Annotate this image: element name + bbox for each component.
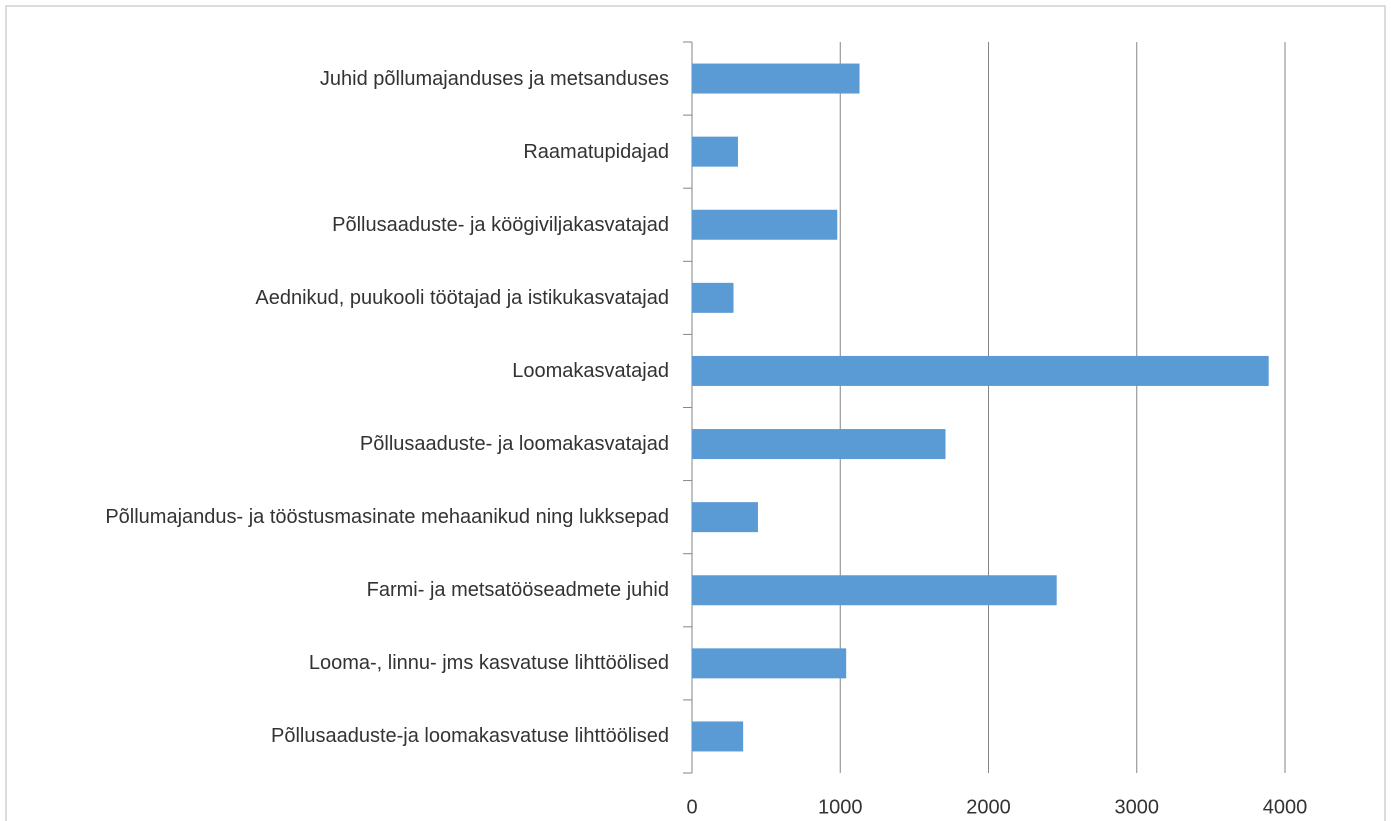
bar (692, 575, 1057, 606)
x-tick-label: 4000 (1263, 796, 1308, 818)
x-tick-label: 1000 (818, 796, 863, 818)
y-tick-label: Põllusaaduste- ja köögiviljakasvatajad (332, 213, 669, 236)
y-tick-label: Põllusaaduste-ja loomakasvatuse lihttööl… (270, 725, 669, 748)
bar (692, 63, 860, 94)
bar (692, 355, 1269, 386)
bar (692, 282, 734, 313)
chart-frame (5, 5, 1386, 821)
x-tick-label: 0 (686, 796, 697, 818)
bar (692, 648, 847, 679)
bar (692, 502, 758, 533)
y-tick-label: Raamatupidajad (523, 140, 669, 163)
bar (692, 721, 744, 752)
x-tick-label: 2000 (966, 796, 1011, 818)
y-tick-label: Looma-, linnu- jms kasvatuse lihttöölise… (308, 652, 669, 675)
y-tick-label: Põllusaaduste- ja loomakasvatajad (359, 433, 669, 456)
bar (692, 136, 738, 167)
bar (692, 209, 838, 240)
y-tick-label: Põllumajandus- ja tööstusmasinate mehaan… (105, 506, 669, 529)
bar (692, 429, 946, 460)
y-tick-label: Loomakasvatajad (512, 359, 669, 382)
y-tick-label: Farmi- ja metsatööseadmete juhid (366, 579, 669, 602)
y-tick-label: Aednikud, puukooli töötajad ja istikukas… (255, 286, 669, 309)
x-tick-label: 3000 (1115, 796, 1160, 818)
y-tick-label: Juhid põllumajanduses ja metsanduses (319, 67, 669, 90)
